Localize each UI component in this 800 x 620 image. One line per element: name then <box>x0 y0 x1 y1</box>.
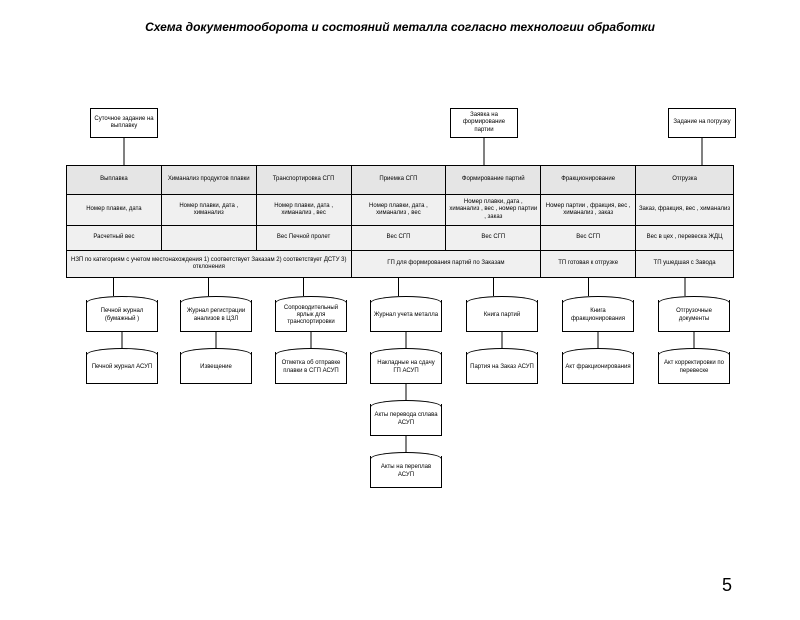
doc-r1-2: Сопроводительный ярлык для транспортиров… <box>275 300 347 332</box>
page-title: Схема документооборота и состояний метал… <box>0 20 800 34</box>
doc-r2-1: Извещение <box>180 352 252 384</box>
doc-r2-5: Акт фракционирования <box>562 352 634 384</box>
doc-r2-4: Партия на Заказ АСУП <box>466 352 538 384</box>
doc-r1-3: Журнал учета металла <box>370 300 442 332</box>
doc-r2-6: Акт корректировки по перевеске <box>658 352 730 384</box>
doc-r2-0: Печной журнал АСУП <box>86 352 158 384</box>
top-node-n1: Суточное задание на выплавку <box>90 108 158 138</box>
doc-r2-2: Отметка об отправке плавки в СГП АСУП <box>275 352 347 384</box>
doc-r1-5: Книга фракционирования <box>562 300 634 332</box>
doc-r1-0: Печной журнал (бумажный ) <box>86 300 158 332</box>
doc-r1-1: Журнал регистрации анализов в ЦЗЛ <box>180 300 252 332</box>
top-node-n3: Задание на погрузку <box>668 108 736 138</box>
doc-r4: Акты на переплав АСУП <box>370 456 442 488</box>
doc-r2-3: Накладные на сдачу ГП АСУП <box>370 352 442 384</box>
doc-r1-4: Книга партий <box>466 300 538 332</box>
doc-r3: Акты перевода сплава АСУП <box>370 404 442 436</box>
page-number: 5 <box>722 575 732 596</box>
doc-r1-6: Отгрузочные документы <box>658 300 730 332</box>
main-table: ВыплавкаХиманализ продуктов плавкиТрансп… <box>66 165 734 278</box>
top-node-n2: Заявка на формирование партии <box>450 108 518 138</box>
